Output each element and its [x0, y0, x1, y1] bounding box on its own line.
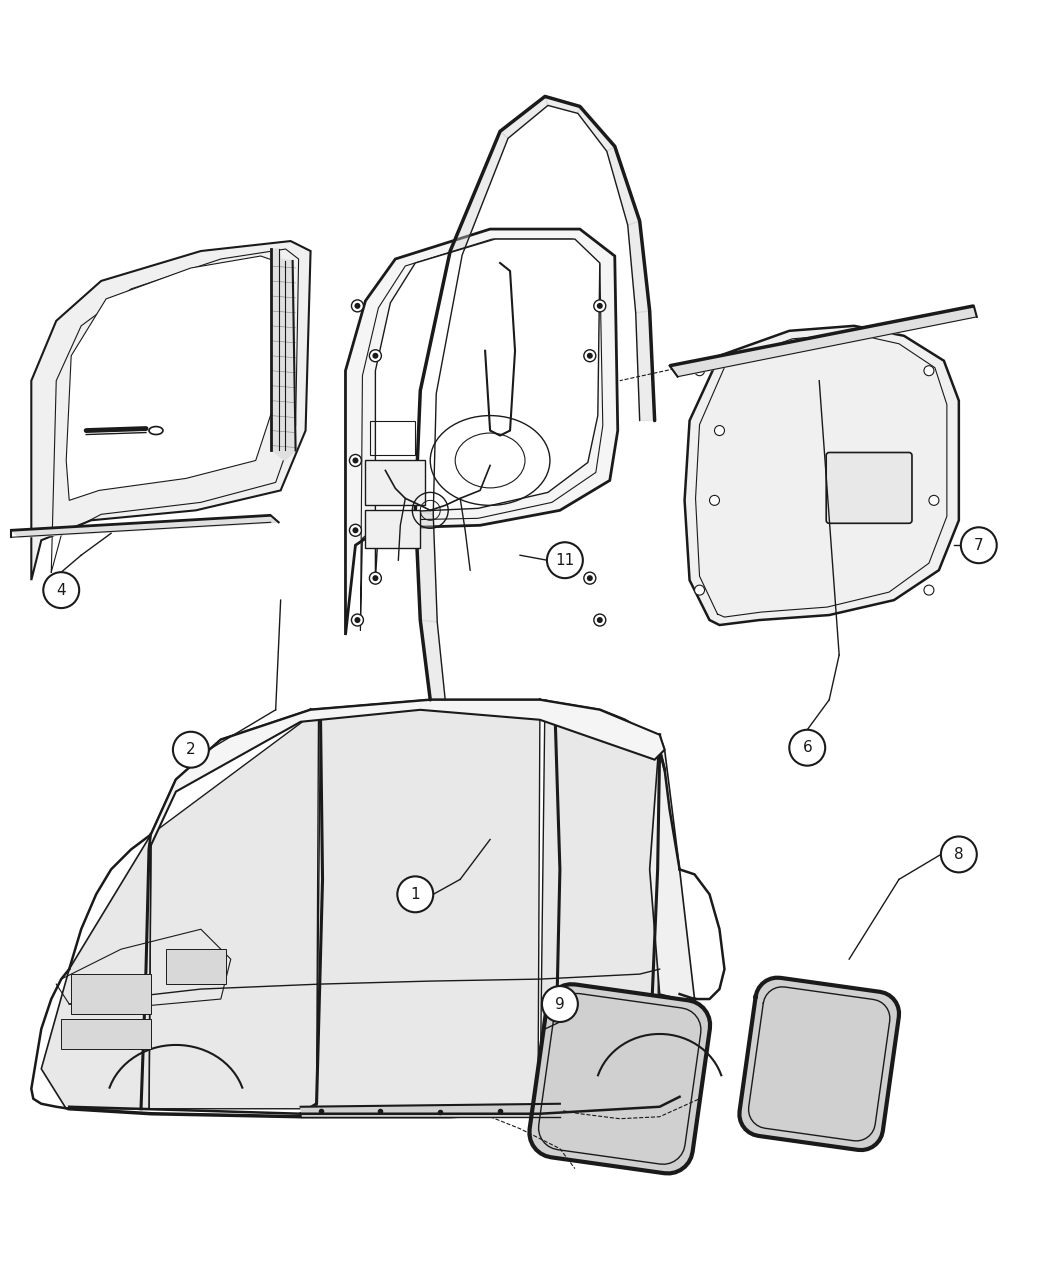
- Circle shape: [353, 458, 358, 463]
- Circle shape: [929, 496, 939, 505]
- Circle shape: [355, 303, 360, 309]
- Circle shape: [924, 366, 933, 376]
- Circle shape: [352, 300, 363, 312]
- Polygon shape: [420, 251, 462, 394]
- Circle shape: [584, 349, 595, 362]
- Circle shape: [542, 986, 578, 1023]
- Text: 2: 2: [186, 742, 195, 757]
- Text: 6: 6: [802, 741, 812, 755]
- Polygon shape: [685, 326, 959, 625]
- FancyBboxPatch shape: [365, 460, 425, 505]
- Circle shape: [350, 454, 361, 467]
- Polygon shape: [66, 256, 280, 500]
- Polygon shape: [545, 97, 580, 113]
- Polygon shape: [316, 700, 540, 1109]
- Circle shape: [710, 496, 719, 505]
- Circle shape: [373, 353, 378, 358]
- Circle shape: [584, 572, 595, 584]
- Polygon shape: [607, 147, 639, 226]
- Circle shape: [370, 349, 381, 362]
- Text: 1: 1: [411, 887, 420, 901]
- Circle shape: [43, 572, 79, 608]
- Text: 11: 11: [555, 552, 574, 567]
- Polygon shape: [416, 510, 437, 622]
- Circle shape: [355, 617, 360, 623]
- Text: 4: 4: [57, 583, 66, 598]
- Text: 7: 7: [974, 538, 984, 553]
- Circle shape: [596, 303, 603, 309]
- Polygon shape: [650, 734, 694, 1000]
- FancyBboxPatch shape: [365, 510, 420, 548]
- Circle shape: [370, 572, 381, 584]
- Polygon shape: [41, 834, 151, 1109]
- Circle shape: [373, 575, 378, 581]
- Polygon shape: [739, 978, 899, 1150]
- Polygon shape: [32, 241, 311, 580]
- Circle shape: [941, 836, 977, 872]
- Circle shape: [587, 353, 593, 358]
- Circle shape: [594, 615, 606, 626]
- Text: 8: 8: [954, 847, 964, 862]
- Polygon shape: [500, 97, 548, 138]
- Text: 9: 9: [555, 997, 565, 1011]
- Circle shape: [173, 732, 209, 768]
- Circle shape: [596, 617, 603, 623]
- Polygon shape: [450, 131, 508, 255]
- Polygon shape: [628, 221, 650, 312]
- Circle shape: [594, 300, 606, 312]
- Circle shape: [961, 528, 996, 564]
- Polygon shape: [670, 306, 976, 376]
- Polygon shape: [149, 710, 318, 1109]
- Circle shape: [587, 575, 593, 581]
- Circle shape: [694, 585, 705, 595]
- Circle shape: [353, 528, 358, 533]
- Circle shape: [694, 366, 705, 376]
- Polygon shape: [578, 106, 614, 152]
- Polygon shape: [345, 230, 617, 635]
- FancyBboxPatch shape: [166, 949, 226, 984]
- Circle shape: [547, 542, 583, 578]
- Polygon shape: [420, 620, 445, 700]
- FancyBboxPatch shape: [71, 974, 151, 1014]
- Circle shape: [350, 524, 361, 537]
- FancyBboxPatch shape: [826, 453, 912, 523]
- Circle shape: [714, 426, 724, 436]
- Polygon shape: [376, 238, 600, 580]
- Circle shape: [352, 615, 363, 626]
- Polygon shape: [149, 700, 665, 849]
- Polygon shape: [529, 984, 710, 1173]
- FancyBboxPatch shape: [61, 1019, 151, 1049]
- Circle shape: [397, 876, 434, 913]
- Circle shape: [924, 585, 933, 595]
- Polygon shape: [416, 390, 436, 514]
- Polygon shape: [271, 249, 296, 460]
- Polygon shape: [12, 515, 278, 537]
- Polygon shape: [635, 311, 654, 421]
- Circle shape: [790, 729, 825, 766]
- Polygon shape: [300, 1104, 562, 1117]
- Polygon shape: [540, 700, 659, 1109]
